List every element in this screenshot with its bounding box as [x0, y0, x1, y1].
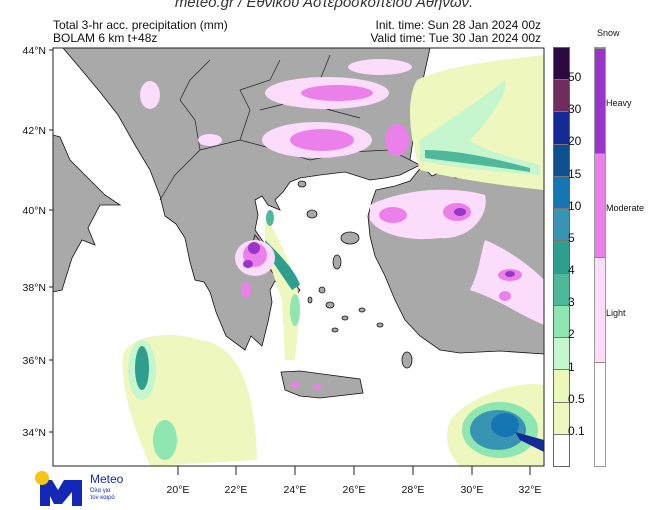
map-title: Total 3-hr acc. precipitation (mm) [53, 18, 228, 32]
colorbar-label: 1 [568, 359, 575, 374]
crete [280, 370, 364, 399]
snow-label-light: Light [606, 308, 626, 318]
colorbar-label: 3 [568, 295, 575, 310]
lat-label: 44°N [23, 45, 46, 57]
lesvos [340, 231, 360, 245]
colorbar-label: 20 [568, 134, 582, 149]
lon-label: 28°E [402, 484, 425, 496]
italy [53, 134, 122, 293]
colorbar-bin [554, 111, 569, 144]
lon-label: 26°E [343, 484, 366, 496]
snow-label-heavy: Heavy [606, 98, 632, 108]
colorbar-label: 0.5 [568, 391, 585, 406]
colorbar-label: 2 [568, 327, 575, 342]
colorbar-label: 30 [568, 102, 582, 117]
axis-ticks [49, 49, 531, 475]
model-label: BOLAM 6 km t+48z [53, 31, 158, 45]
colorbar-bin [554, 240, 569, 273]
lat-label: 40°N [23, 205, 46, 217]
logo-tagline: Όλα για [90, 488, 111, 494]
thasos [297, 180, 307, 188]
rhodes [401, 351, 413, 369]
snow-bin [595, 257, 605, 362]
precipitation-colorbar [553, 47, 570, 467]
snow-bin [595, 152, 605, 257]
logo-tagline: τον καιρό [90, 495, 115, 501]
meteo-logo: Meteo Όλα για τον καιρό [32, 470, 152, 506]
snow-bin [595, 361, 605, 466]
colorbar-bin [554, 401, 569, 434]
snow-colorbar [594, 47, 606, 467]
colorbar-bin [554, 143, 569, 176]
colorbar-label: 5 [568, 230, 575, 245]
lon-label: 22°E [225, 484, 248, 496]
colorbar-bin [554, 79, 569, 112]
lat-label: 34°N [23, 427, 46, 439]
chios [332, 254, 342, 270]
colorbar-bin [554, 433, 569, 467]
init-time: Init. time: Sun 28 Jan 2024 00z [375, 18, 541, 32]
colorbar-bin [554, 272, 569, 305]
colorbar-bin [554, 48, 569, 80]
snow-legend-title: Snow [597, 28, 620, 38]
lat-label: 36°N [23, 355, 46, 367]
lon-label: 32°E [519, 484, 542, 496]
lat-label: 42°N [23, 125, 46, 137]
source-caption: meteo.gr / Εθνικού Αστεροσκοπείου Αθηνών… [174, 0, 474, 11]
snow-label-moderate: Moderate [606, 203, 645, 213]
snow-bin [595, 48, 605, 153]
colorbar-bin [554, 337, 569, 370]
map-frame [52, 47, 545, 467]
colorbar-label: 15 [568, 166, 582, 181]
lon-label: 30°E [461, 484, 484, 496]
valid-time: Valid time: Tue 30 Jan 2024 00z [370, 31, 541, 45]
colorbar-label: 10 [568, 198, 582, 213]
logo-name: Meteo [90, 472, 124, 486]
colorbar-bin [554, 208, 569, 241]
colorbar-label: 50 [568, 70, 582, 85]
precipitation-snow [140, 59, 544, 390]
limnos [306, 209, 318, 219]
colorbar-bin [554, 175, 569, 209]
meteo-logo-mark [35, 471, 82, 506]
colorbar-bin [554, 304, 569, 338]
colorbar-bin [554, 369, 569, 402]
lat-label: 38°N [23, 282, 46, 294]
lon-label: 20°E [167, 484, 190, 496]
colorbar-label: 4 [568, 263, 575, 278]
precipitation-rain [122, 55, 544, 466]
colorbar-label: 0.1 [568, 423, 585, 438]
lon-label: 24°E [284, 484, 307, 496]
